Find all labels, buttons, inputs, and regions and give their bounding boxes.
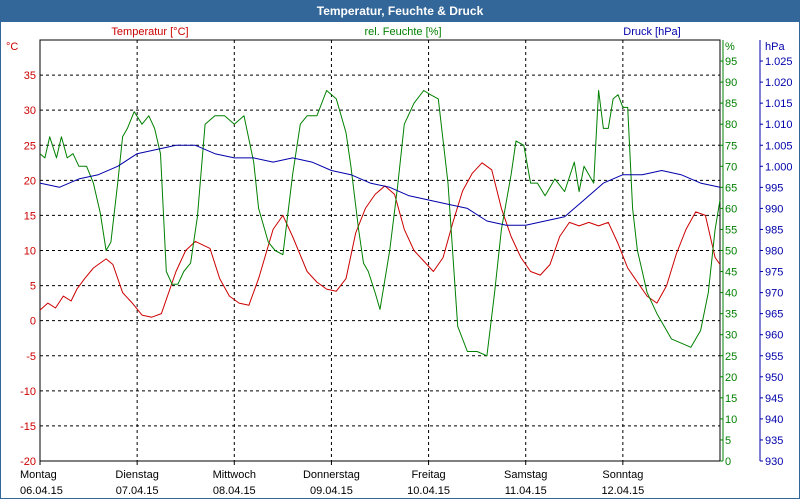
mid-tick-label: 15 [725,393,737,405]
x-day-date: 08.04.15 [213,485,256,497]
mid-tick-label: 75 [725,140,737,152]
x-day-date: 10.04.15 [407,485,450,497]
right-tick-label: 935 [765,435,783,447]
legend-pressure: Druck [hPa] [623,26,680,38]
right-tick-label: 990 [765,203,783,215]
x-day-name: Donnerstag [303,469,360,481]
right-tick-label: 930 [765,456,783,468]
right-axis-ticks: 1.025 1.020 1.015 1.010 1.005 1.000 995 990 985 9… [722,40,793,468]
x-day-name: Montag [20,469,57,481]
left-tick-label: -20 [20,456,36,468]
right-tick-label: 1.010 [765,119,793,131]
mid-tick-label: 95 [725,56,737,68]
left-tick-label: 15 [24,210,36,222]
mid-tick-label: 80 [725,119,737,131]
right-tick-label: 1.025 [765,56,793,68]
right-tick-label: 1.000 [765,161,793,173]
left-tick-label: 5 [30,281,36,293]
right-tick-label: 950 [765,372,783,384]
x-day-name: Mittwoch [213,469,256,481]
mid-tick-label: 60 [725,203,737,215]
left-axis-unit: °C [6,41,18,53]
mid-tick-label: 50 [725,246,737,258]
legend-humidity: rel. Feuchte [%] [364,26,441,38]
right-tick-label: 940 [765,414,783,426]
left-tick-label: 10 [24,246,36,258]
mid-tick-label: 55 [725,224,737,236]
left-tick-label: -10 [20,386,36,398]
mid-tick-label: 25 [725,351,737,363]
left-tick-label: -15 [20,421,36,433]
chart-title: Temperatur, Feuchte & Druck [0,0,800,22]
x-day-date: 06.04.15 [20,485,63,497]
mid-tick-label: 0 [725,456,731,468]
x-day-date: 09.04.15 [310,485,353,497]
x-day-name: Freitag [411,469,445,481]
mid-tick-label: 70 [725,161,737,173]
right-tick-label: 945 [765,393,783,405]
x-day-name: Sonntag [602,469,643,481]
right-tick-label: 955 [765,351,783,363]
series-line-temperatur [39,162,721,318]
grid-lines [40,40,720,461]
mid-tick-label: 40 [725,288,737,300]
right-tick-label: 1.020 [765,77,793,89]
mid-tick-label: 10 [725,414,737,426]
mid-tick-label: 85 [725,98,737,110]
mid-tick-label: 45 [725,267,737,279]
mid-tick-label: 30 [725,330,737,342]
left-axis-ticks: 35 30 25 20 15 10 5 0 -5 -10 -15 -20 [20,70,36,468]
right-tick-label: 965 [765,309,783,321]
series-line-rel-feuchte [39,90,721,357]
left-tick-label: 30 [24,105,36,117]
right-tick-label: 970 [765,288,783,300]
left-tick-label: 0 [30,316,36,328]
x-axis-labels: Montag 06.04.15 Dienstag 07.04.15 Mittwoch 08… [20,461,644,497]
right-tick-label: 980 [765,246,783,258]
right-tick-label: 975 [765,267,783,279]
series-lines [39,90,721,357]
mid-tick-label: 35 [725,309,737,321]
right-tick-label: 1.015 [765,98,793,110]
x-day-date: 07.04.15 [116,485,159,497]
x-day-date: 11.04.15 [505,485,547,497]
axis-headers: Temperatur [°C] rel. Feuchte [%] Druck [… [6,26,785,53]
mid-tick-label: 90 [725,77,737,89]
right-tick-label: 960 [765,330,783,342]
right-tick-label: 985 [765,224,783,236]
legend-temperature: Temperatur [°C] [111,26,188,38]
right-tick-label: 995 [765,182,783,194]
right-tick-label: 1.005 [765,140,793,152]
series-line-druck [39,144,721,226]
mid-tick-label: 65 [725,182,737,194]
left-tick-label: 20 [24,175,36,187]
right-axis-unit: hPa [765,41,785,53]
mid-axis-unit: % [725,41,735,53]
mid-tick-label: 20 [725,372,737,384]
left-tick-label: 35 [24,70,36,82]
x-day-date: 12.04.15 [601,485,644,497]
x-day-name: Samstag [504,469,547,481]
left-tick-label: 25 [24,140,36,152]
mid-tick-label: 5 [725,435,731,447]
left-tick-label: -5 [26,351,36,363]
x-day-name: Dienstag [115,469,158,481]
